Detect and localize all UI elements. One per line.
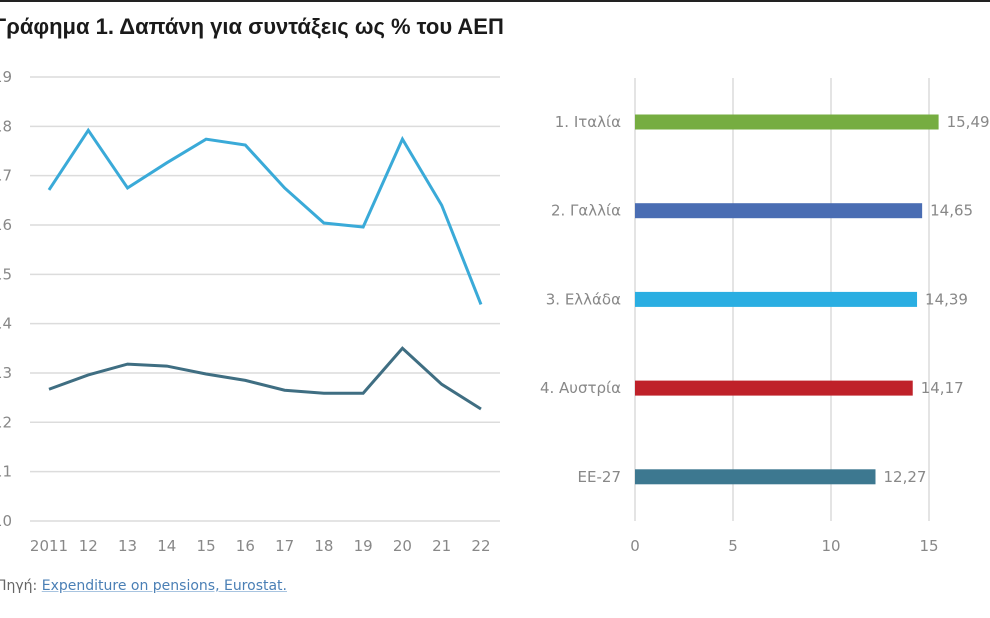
x-tick-label: 13 (118, 537, 137, 555)
line-series-1 (47, 127, 483, 305)
x-tick-label: 15 (919, 537, 938, 555)
x-tick-label: 16 (236, 537, 255, 555)
source-note: Πηγή: Expenditure on pensions, Eurostat. (0, 578, 287, 594)
x-tick-label: 19 (354, 537, 373, 555)
value-label: 14,65 (930, 202, 973, 220)
x-tick-label: 15 (197, 537, 216, 555)
y-tick-label: 14 (0, 315, 12, 333)
bar (635, 380, 913, 396)
y-tick-label: 19 (0, 68, 12, 86)
category-label: 3. Ελλάδα (546, 290, 621, 308)
x-tick-label: 21 (432, 537, 451, 555)
y-tick-label: 13 (0, 364, 12, 382)
line-series-2 (48, 346, 482, 411)
source-label: Πηγή: (0, 578, 38, 594)
value-label: 14,17 (921, 379, 964, 397)
y-tick-label: 12 (0, 413, 12, 431)
y-tick-label: 17 (0, 167, 12, 185)
x-tick-label: 2011 (30, 537, 68, 555)
bar (635, 203, 923, 219)
bar (635, 114, 939, 130)
top-rule (0, 0, 990, 2)
value-label: 15,49 (947, 113, 990, 131)
x-tick-label: 20 (393, 537, 412, 555)
y-tick-label: 15 (0, 265, 12, 283)
x-tick-label: 10 (821, 537, 840, 555)
category-label: 1. Ιταλία (555, 113, 621, 131)
chart-title: Γράφημα 1. Δαπάνη για συντάξεις ως % του… (0, 14, 504, 39)
y-tick-label: 18 (0, 117, 12, 135)
x-tick-label: 14 (157, 537, 176, 555)
y-tick-label: 16 (0, 216, 12, 234)
value-label: 14,39 (925, 290, 968, 308)
x-tick-label: 5 (728, 537, 738, 555)
category-label: 4. Αυστρία (540, 379, 621, 397)
source-link[interactable]: Expenditure on pensions, Eurostat. (41, 578, 288, 594)
bar (635, 291, 918, 307)
x-tick-label: 18 (314, 537, 333, 555)
value-label: 12,27 (883, 468, 926, 486)
bar (635, 469, 876, 485)
category-label: 2. Γαλλία (551, 202, 621, 220)
x-tick-label: 0 (630, 537, 640, 555)
category-label: ΕΕ-27 (578, 468, 621, 486)
y-tick-label: 11 (0, 463, 12, 481)
y-tick-label: 10 (0, 512, 12, 530)
x-tick-label: 22 (471, 537, 490, 555)
x-tick-label: 12 (79, 537, 98, 555)
x-tick-label: 17 (275, 537, 294, 555)
